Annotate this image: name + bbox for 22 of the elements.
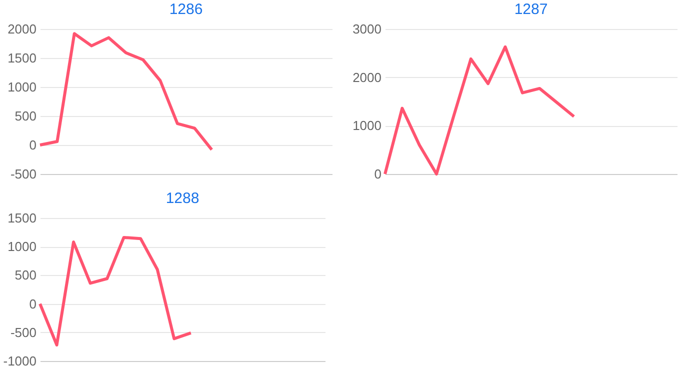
y-tick-label: 500 bbox=[14, 268, 36, 283]
y-tick-label: 1000 bbox=[8, 239, 36, 254]
y-tick-label: 0 bbox=[374, 166, 382, 182]
line-series bbox=[384, 45, 576, 176]
y-tick-label: -1000 bbox=[3, 354, 36, 368]
y-tick-label: 1000 bbox=[352, 118, 382, 134]
y-tick-label: -500 bbox=[10, 324, 36, 340]
y-tick-label: 2000 bbox=[8, 22, 36, 36]
chart-title: 1286 bbox=[169, 1, 203, 18]
y-tick-label: 3000 bbox=[352, 22, 382, 36]
y-tick-label: 2000 bbox=[352, 70, 382, 85]
y-tick-label: 1000 bbox=[8, 80, 36, 94]
chart-title: 1288 bbox=[166, 190, 200, 207]
y-tick-label: 500 bbox=[14, 108, 36, 124]
line-series bbox=[38, 236, 192, 346]
line-series bbox=[38, 32, 214, 152]
y-tick-label: -500 bbox=[10, 166, 36, 182]
y-tick-label: 1500 bbox=[8, 210, 36, 226]
y-tick-label: 0 bbox=[29, 296, 36, 312]
y-tick-label: 1500 bbox=[8, 50, 36, 66]
y-tick-label: 0 bbox=[29, 138, 36, 152]
chart-title: 1287 bbox=[514, 1, 548, 18]
